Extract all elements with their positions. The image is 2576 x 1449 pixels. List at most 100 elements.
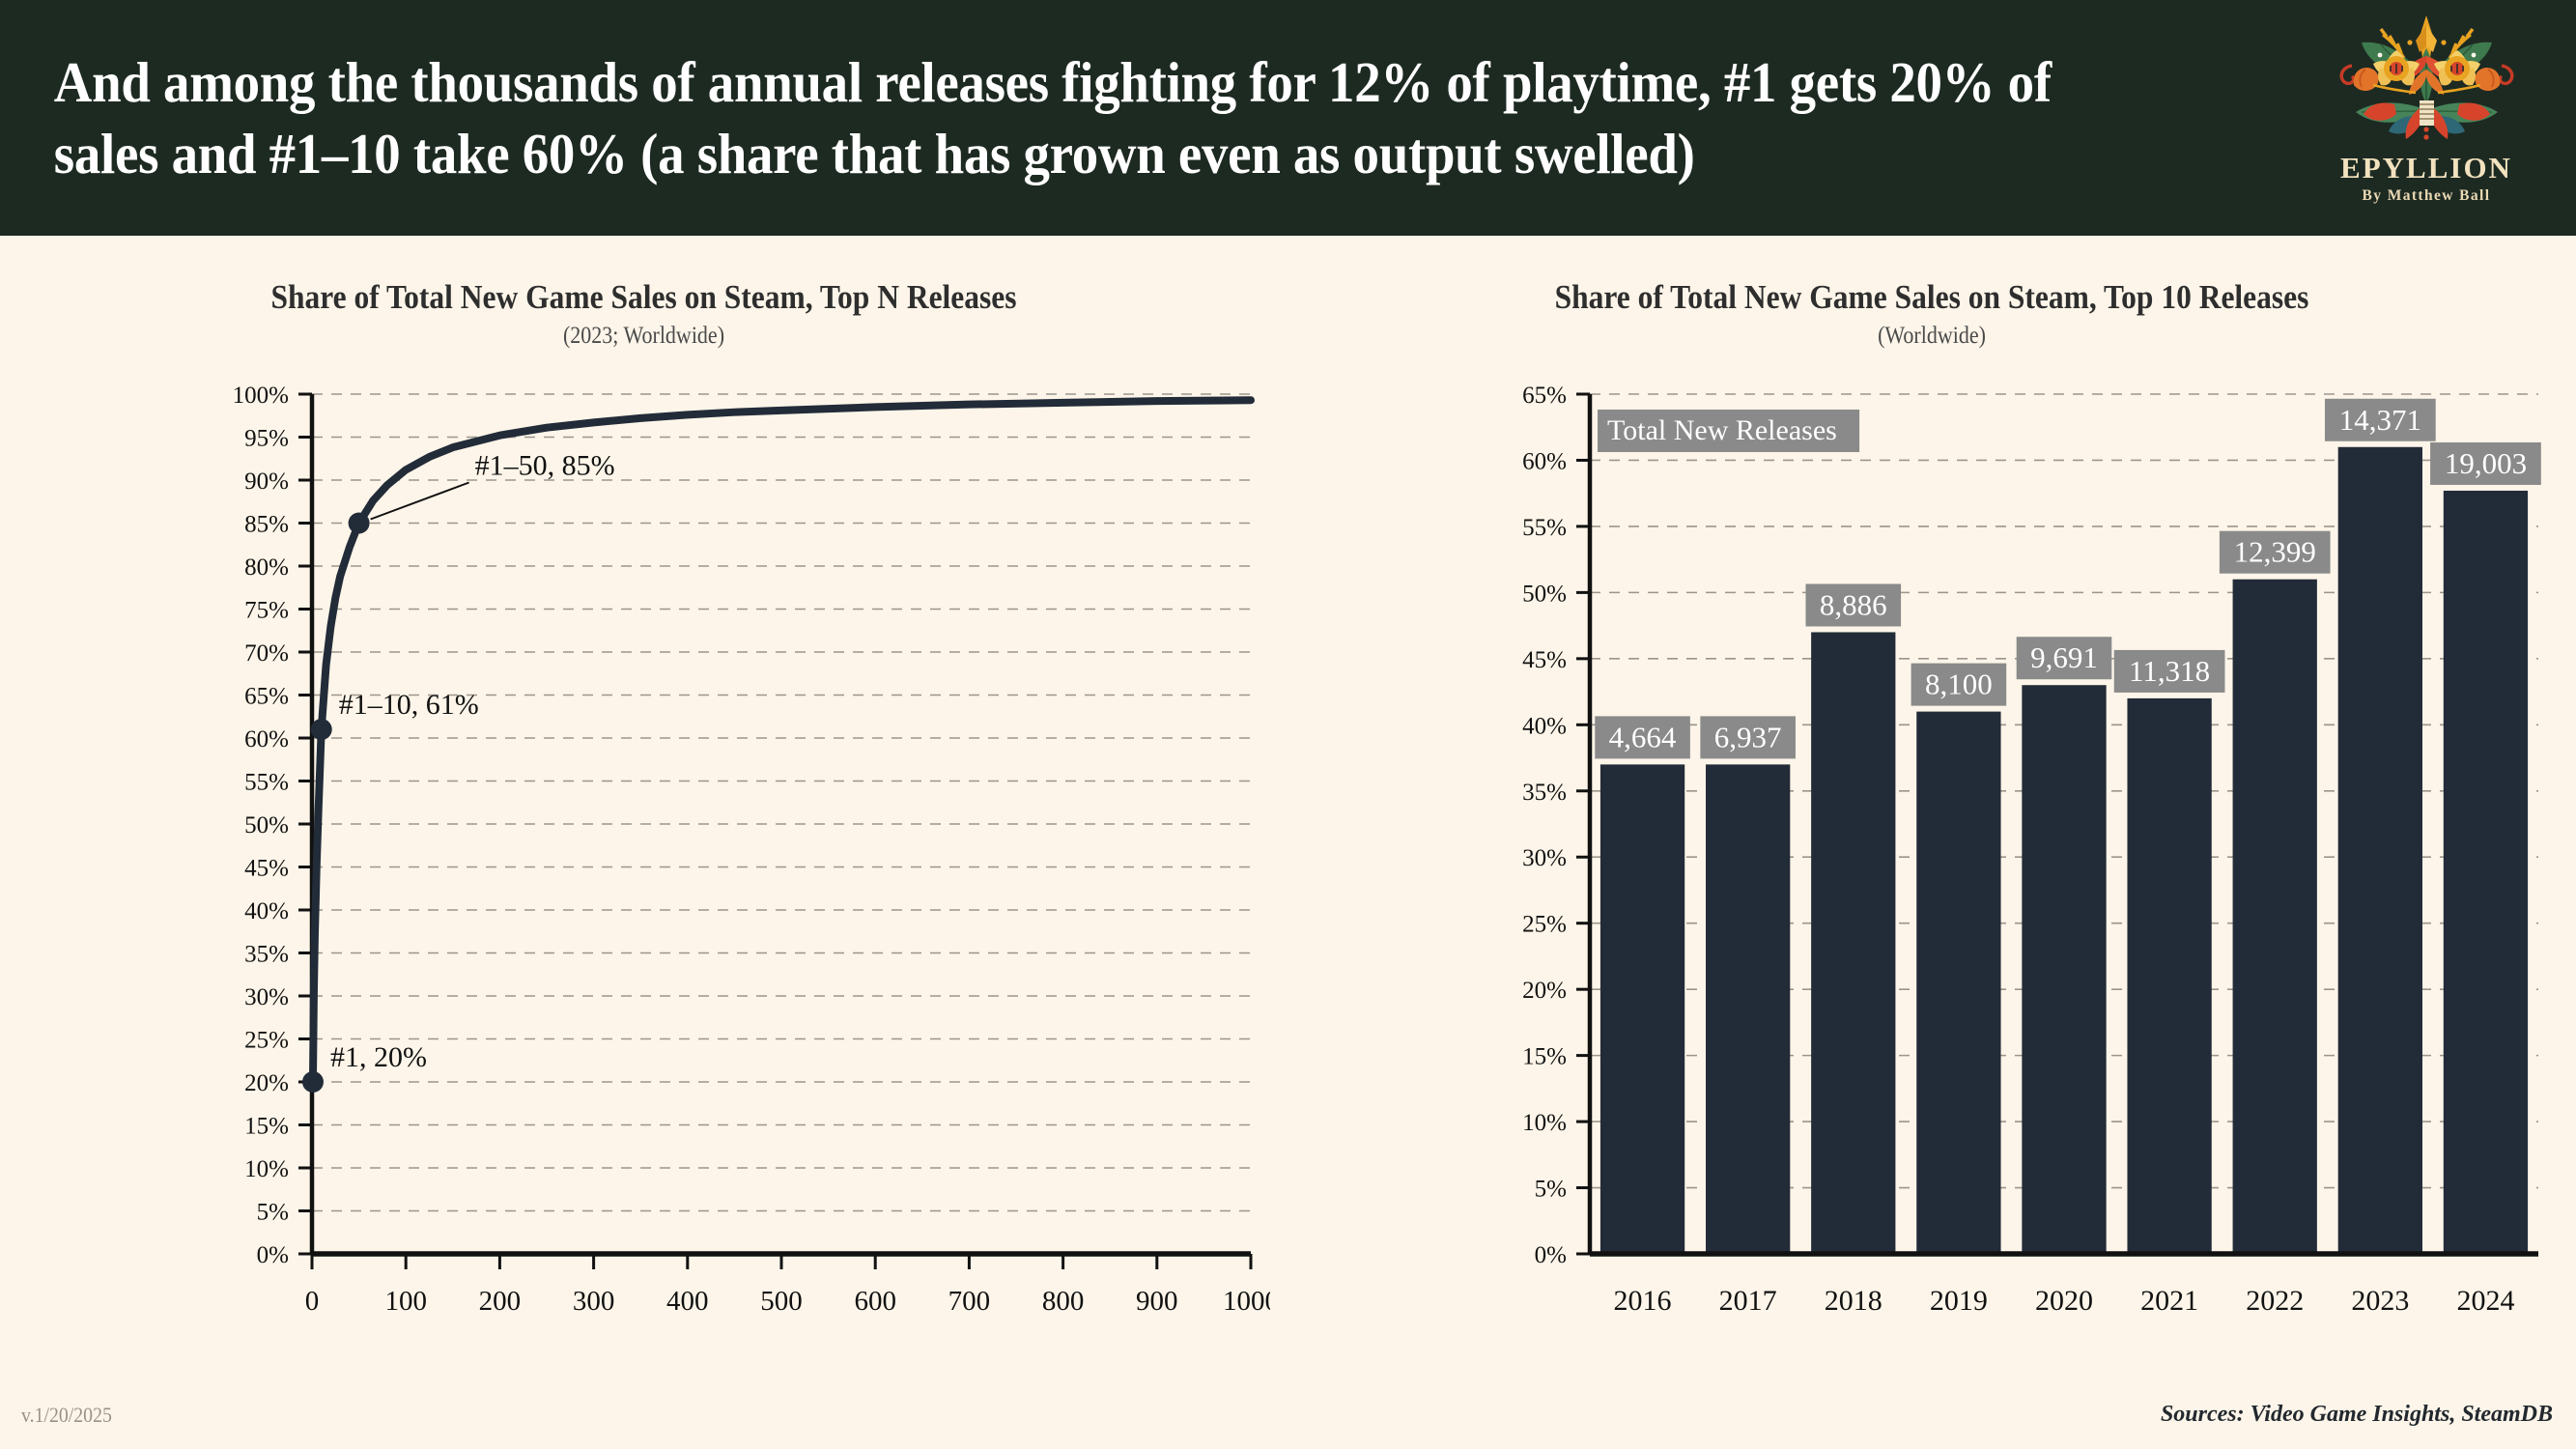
y-axis-label: 45% [244,856,289,882]
x-axis-label: 2020 [2035,1285,2093,1317]
right-chart-subtitle: (Worldwide) [1878,323,1986,349]
bar-value-label: 6,937 [1714,720,1782,753]
x-axis-label: 2016 [1614,1285,1672,1317]
y-axis-label: 35% [1522,780,1567,806]
bar[interactable] [2232,579,2317,1254]
y-axis-label: 100% [233,383,289,409]
y-axis-label: 65% [244,684,289,710]
annotation-leader-line [370,481,469,521]
x-axis-label: 800 [1042,1286,1085,1317]
bar-value-label: 9,691 [2030,640,2098,674]
bar[interactable] [1811,632,1896,1254]
y-axis-label: 50% [244,812,289,838]
y-axis-label: 20% [1522,978,1567,1004]
version-label: v.1/20/2025 [21,1403,112,1427]
y-axis-label: 5% [1535,1177,1567,1203]
y-axis-label: 60% [244,726,289,753]
bar-value-label: 8,100 [1925,668,1993,701]
x-axis-label: 200 [479,1286,522,1317]
y-axis-label: 95% [244,426,289,452]
y-axis-label: 40% [1522,713,1567,739]
x-axis-label: 0 [305,1286,320,1317]
right-chart-title: Share of Total New Game Sales on Steam, … [1554,278,2309,316]
left-chart-panel: Share of Total New Game Sales on Steam, … [0,236,1288,1385]
annotation-label: #1–50, 85% [475,450,615,482]
bar[interactable] [2127,697,2212,1254]
annotation-label: #1–10, 61% [339,689,479,721]
bar-value-label: 19,003 [2445,446,2527,480]
y-axis-label: 50% [1522,581,1567,607]
bar-value-badge [1805,583,1902,627]
x-axis-label: 2021 [2140,1285,2198,1317]
x-axis-label: 2023 [2351,1285,2409,1317]
bar-value-label: 14,371 [2339,403,2421,437]
bar-value-badge [2430,441,2541,485]
right-chart-plot: 0% 5% 10% 15% 20% 25% 30% 35% 40% 45% 50% 55% 60% 65%… [1486,379,2541,1317]
legend-label: Total New Releases [1607,414,1837,446]
bar[interactable] [1599,764,1685,1254]
y-axis-label: 90% [244,469,289,495]
bar-value-badge [2016,637,2112,680]
bar-value-label: 4,664 [1609,720,1677,753]
header-banner: And among the thousands of annual releas… [0,0,2576,236]
left-chart-subtitle: (2023; Worldwide) [562,323,725,349]
bar-value-badge [2113,649,2225,693]
y-axis-label: 55% [244,770,289,796]
bar-value-label: 11,318 [2129,654,2210,688]
logo-byline: By Matthew Ball [2362,187,2491,204]
y-axis-label: 40% [244,898,289,924]
page-title: And among the thousands of annual releas… [53,49,2052,185]
y-axis-label: 75% [244,598,289,624]
x-axis-label: 2018 [1825,1285,1882,1317]
epyllion-logo: EPYLLION By Matthew Ball [2306,8,2547,230]
left-chart-plot: 0% 5% 10% 15% 20% 25% 30% 35% 40% 45% 50% 55% 60% 65%… [198,379,1270,1317]
x-axis-label: 400 [666,1286,709,1317]
x-axis-label: 2022 [2246,1285,2304,1317]
x-axis-label: 1000 [1223,1286,1270,1317]
bar-value-badge [1700,716,1796,759]
bar-value-label: 12,399 [2234,535,2316,569]
x-axis-label: 500 [760,1286,803,1317]
y-axis-label: 35% [244,942,289,968]
y-axis-label: 60% [1522,448,1567,474]
y-axis-label: 85% [244,512,289,538]
data-point-marker [310,719,332,741]
y-axis-label: 10% [1522,1110,1567,1136]
x-axis-label: 100 [384,1286,427,1317]
x-axis-label: 2017 [1719,1285,1777,1317]
y-axis-label: 15% [244,1114,289,1140]
left-chart-title: Share of Total New Game Sales on Steam, … [270,278,1017,316]
x-axis-label: 2024 [2456,1285,2514,1317]
data-point-marker [301,1071,324,1093]
y-axis-label: 65% [1522,383,1567,409]
y-axis-label: 30% [1522,845,1567,871]
bar[interactable] [2443,490,2529,1254]
logo-name: EPYLLION [2340,151,2512,185]
y-axis-label: 25% [1522,912,1567,938]
x-axis-label: 600 [854,1286,896,1317]
bar-value-label: 8,886 [1820,587,1887,621]
y-axis-label: 25% [244,1028,289,1054]
x-axis-label: 700 [948,1286,991,1317]
annotation-label: #1, 20% [330,1041,427,1073]
y-axis-label: 80% [244,554,289,581]
bar[interactable] [2337,446,2422,1254]
x-axis-label: 900 [1136,1286,1178,1317]
bar-value-badge [2219,530,2331,574]
y-axis-label: 20% [244,1070,289,1096]
bar[interactable] [2022,685,2107,1254]
y-axis-label: 45% [1522,647,1567,673]
y-axis-label: 10% [244,1156,289,1182]
bar[interactable] [1706,764,1791,1254]
sources-label: Sources: Video Game Insights, SteamDB [2160,1402,2553,1427]
y-axis-label: 30% [244,984,289,1010]
series-line [308,396,1255,1086]
floral-emblem-icon [2339,15,2513,140]
bar[interactable] [1916,711,2001,1254]
bar-value-badge [1595,716,1690,759]
y-axis-label: 55% [1522,515,1567,541]
data-point-marker [348,512,370,534]
legend-badge [1598,410,1860,452]
bar-value-badge [2324,398,2436,441]
